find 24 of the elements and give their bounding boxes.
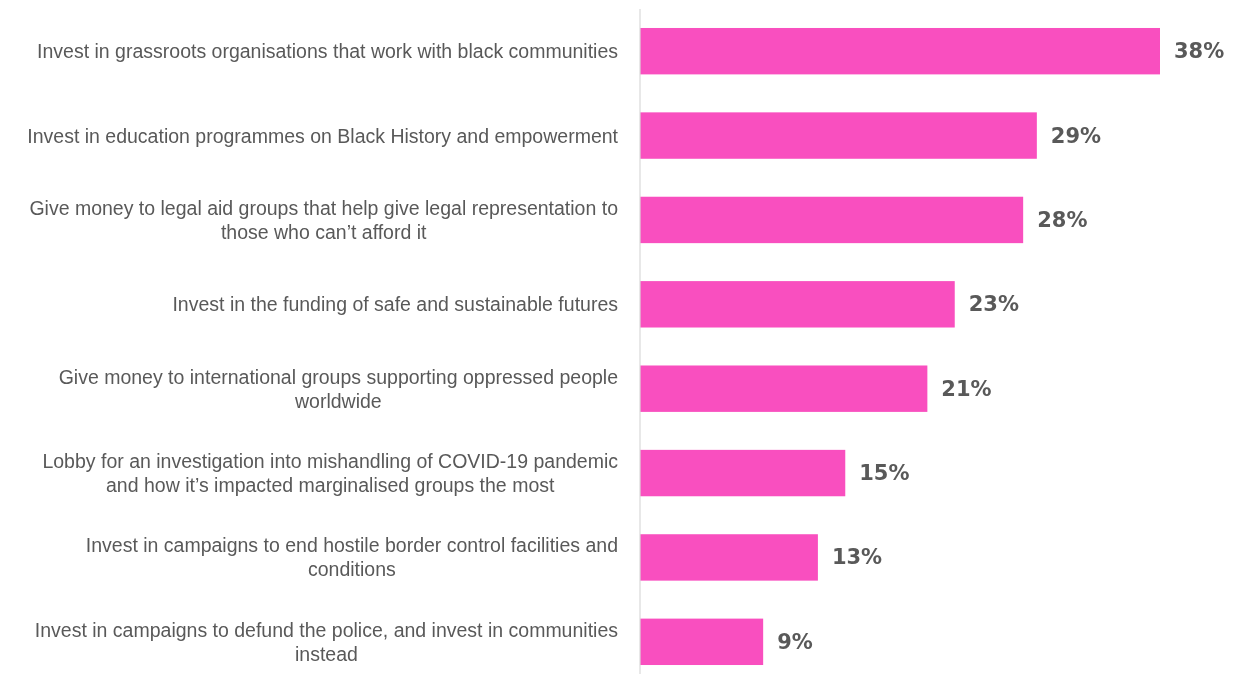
y-tick-label: Invest in campaigns to end hostile border control facilities and conditions [85,534,618,581]
bar [640,281,955,328]
bar [640,449,846,497]
data-label: 28% [1037,207,1088,232]
y-tick-label: Invest in the funding of safe and sustainable futures [172,293,619,316]
data-label: 13% [831,545,883,570]
y-tick-label: Invest in grassroots organisations that work with black communities [37,40,619,63]
bar [640,534,818,581]
data-label: 15% [859,461,910,486]
data-label: 38% [1174,39,1225,64]
bar [640,112,1037,159]
y-tick-label: Invest in education programmes on Black History and empowerment [27,124,619,147]
y-tick-label: Invest in campaigns to defund the police, and invest in communities instead [34,618,619,665]
bar [640,27,1160,75]
data-label: 29% [1050,123,1102,148]
data-label: 9% [777,629,813,654]
data-label: 21% [941,376,992,401]
y-tick-label: Lobby for an investigation into mishandling of COVID-19 pandemic and how it’s impacted marginalised groups the most [42,450,619,497]
y-tick-label: Give money to international groups supporting oppressed people worldwide [58,365,618,412]
data-label: 23% [968,292,1019,317]
bar [640,618,764,666]
y-tick-label: Give money to legal aid groups that help give legal representation to those who can’t afford it [29,196,619,243]
bar [640,196,1024,244]
bar [640,365,928,412]
